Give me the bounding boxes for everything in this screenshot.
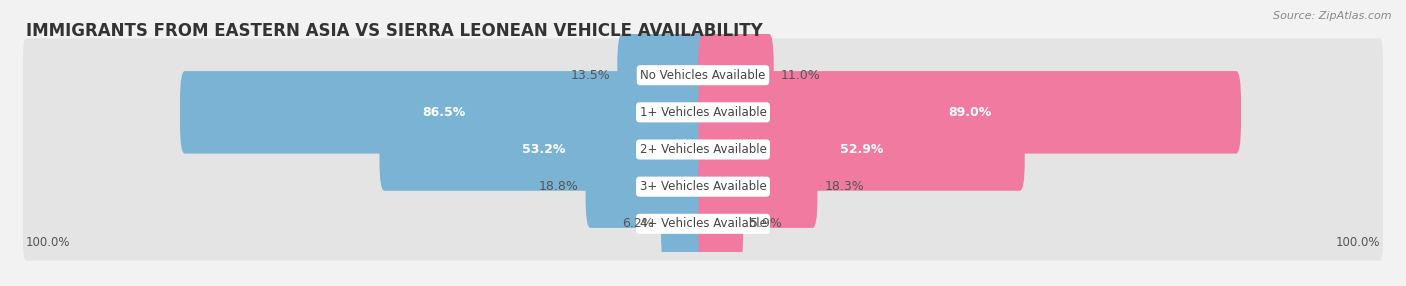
Text: 1+ Vehicles Available: 1+ Vehicles Available	[640, 106, 766, 119]
FancyBboxPatch shape	[699, 34, 773, 116]
FancyBboxPatch shape	[180, 71, 707, 154]
FancyBboxPatch shape	[617, 34, 707, 116]
Text: 89.0%: 89.0%	[948, 106, 991, 119]
Text: 13.5%: 13.5%	[571, 69, 610, 82]
FancyBboxPatch shape	[699, 71, 1241, 154]
Text: 18.3%: 18.3%	[824, 180, 865, 193]
FancyBboxPatch shape	[699, 145, 817, 228]
Text: 5.9%: 5.9%	[751, 217, 782, 230]
Text: 100.0%: 100.0%	[1336, 236, 1379, 249]
Text: 86.5%: 86.5%	[422, 106, 465, 119]
Text: Source: ZipAtlas.com: Source: ZipAtlas.com	[1274, 11, 1392, 21]
FancyBboxPatch shape	[380, 108, 707, 191]
Text: 52.9%: 52.9%	[839, 143, 883, 156]
Text: 53.2%: 53.2%	[522, 143, 565, 156]
Text: 100.0%: 100.0%	[27, 236, 70, 249]
Text: No Vehicles Available: No Vehicles Available	[640, 69, 766, 82]
FancyBboxPatch shape	[699, 182, 744, 265]
Text: 3+ Vehicles Available: 3+ Vehicles Available	[640, 180, 766, 193]
FancyBboxPatch shape	[661, 182, 707, 265]
FancyBboxPatch shape	[22, 150, 1384, 223]
Text: IMMIGRANTS FROM EASTERN ASIA VS SIERRA LEONEAN VEHICLE AVAILABILITY: IMMIGRANTS FROM EASTERN ASIA VS SIERRA L…	[27, 22, 763, 40]
FancyBboxPatch shape	[585, 145, 707, 228]
Text: 6.2%: 6.2%	[621, 217, 654, 230]
FancyBboxPatch shape	[22, 113, 1384, 186]
FancyBboxPatch shape	[699, 108, 1025, 191]
FancyBboxPatch shape	[22, 187, 1384, 261]
Text: 4+ Vehicles Available: 4+ Vehicles Available	[640, 217, 766, 230]
Text: 2+ Vehicles Available: 2+ Vehicles Available	[640, 143, 766, 156]
FancyBboxPatch shape	[22, 38, 1384, 112]
Text: 18.8%: 18.8%	[538, 180, 578, 193]
FancyBboxPatch shape	[22, 76, 1384, 149]
Text: 11.0%: 11.0%	[780, 69, 821, 82]
